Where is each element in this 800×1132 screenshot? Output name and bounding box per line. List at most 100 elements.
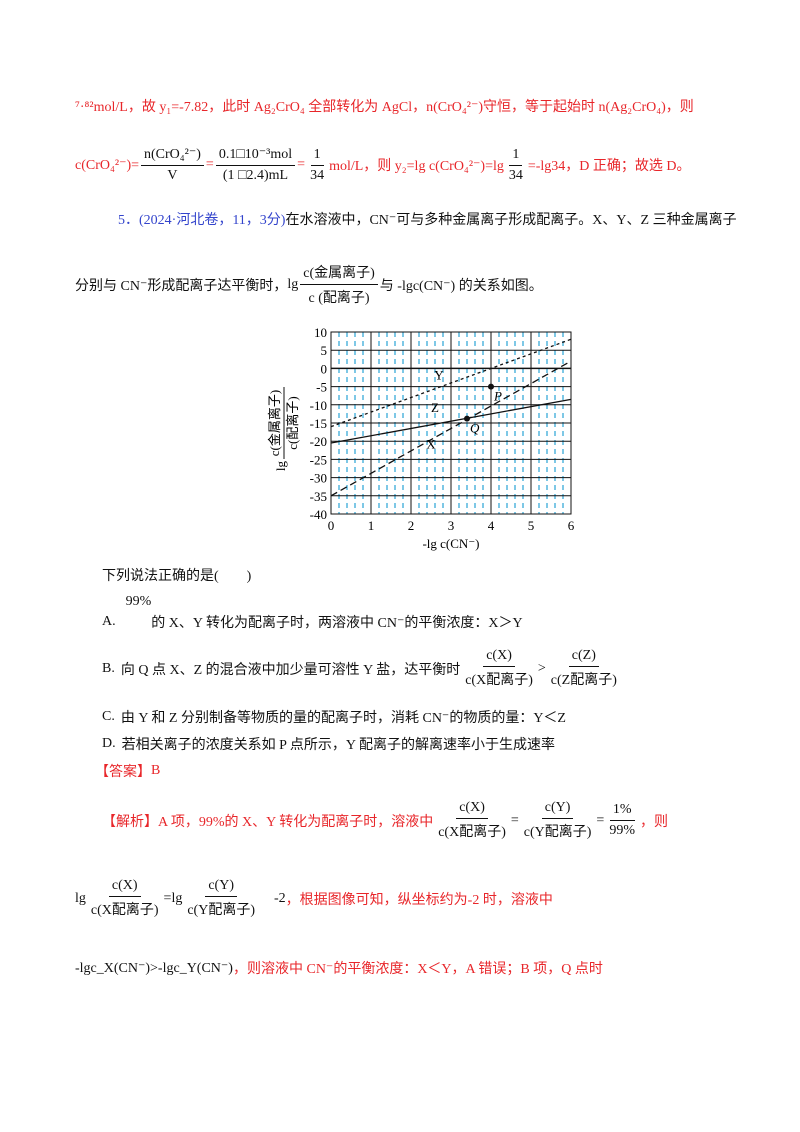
denominator: c (配离子) <box>308 291 370 306</box>
analysis-line-1: 【解析】 A 项，99%的 X、Y 转化为配离子时，溶液中 c(X) c(X配离子)… <box>102 800 668 841</box>
y-tick-label: -20 <box>310 434 327 449</box>
option-label: D. <box>102 736 116 751</box>
denominator: c(X配离子) <box>90 903 159 918</box>
text: =-lg34，D 正确；故选 D。 <box>527 159 691 174</box>
y-tick-label: 0 <box>321 361 328 376</box>
question-stem-2: 分别与 CN⁻形成配离子达平衡时， lg c(金属离子) c (配离子) 与 -l… <box>75 262 543 307</box>
text: -2 <box>274 890 286 906</box>
text: 的 X、Y 转化为配离子时，两溶液中 CN⁻的平衡浓度：X＞Y <box>151 616 523 631</box>
solution-line-2: c(CrO₄²⁻)= n(CrO₄²⁻) V = 0.1□10⁻³mol (1 □2.… <box>75 146 691 184</box>
answer-label: 【答案】 <box>95 765 151 780</box>
option-c: C. 由 Y 和 Z 分别制备等物质的量的配离子时，消耗 CN⁻的物质的量：Y＜Z <box>102 707 566 727</box>
text: A 项，99%的 X、Y 转化为配离子时，溶液中 <box>158 814 434 830</box>
denominator: c(X配离子) <box>465 673 533 688</box>
text: 若相关离子的浓度关系如 P 点所示，Y 配离子的解离速率小于生成速率 <box>121 738 555 753</box>
y-axis-label: lg c(金属离子) c(配离子) <box>267 387 300 471</box>
numerator: c(Y) <box>205 878 237 897</box>
numerator: c(X) <box>483 648 515 667</box>
point-label-q: Q <box>470 421 480 436</box>
option-label: B. <box>102 660 115 676</box>
fraction: c(Y) c(Y配离子) <box>521 800 595 841</box>
y-axis-label-denominator: c(配离子) <box>285 396 300 449</box>
numerator: c(X) <box>108 878 141 897</box>
fraction: 1% 99% <box>606 802 638 839</box>
analysis-line-2: lg c(X) c(X配离子) =lg c(Y) c(Y配离子) -2 ，根据图像可… <box>75 878 553 919</box>
fraction: 1 34 <box>506 147 526 184</box>
series-line-x <box>330 360 572 497</box>
fraction: c(金属离子) c (配离子) <box>300 262 378 307</box>
fraction: 1 34 <box>307 147 327 184</box>
analysis-line-3: -lgc_X(CN⁻)>-lgc_Y(CN⁻) ，则溶液中 CN⁻的平衡浓度：X… <box>75 958 603 978</box>
x-tick-label: 2 <box>408 518 415 533</box>
point-q <box>464 415 470 422</box>
text: 在水溶液中，CN⁻可与多种金属离子形成配离子。X、Y、Z 三种金属离子 <box>285 213 737 228</box>
numerator: 1 <box>310 147 324 166</box>
numerator: 1 <box>509 147 523 166</box>
fraction: c(X) c(X配离子) <box>435 800 509 841</box>
option-a: A. 99% 的 X、Y 转化为配离子时，两溶液中 CN⁻的平衡浓度：X＞Y <box>102 594 523 632</box>
x-tick-label: 3 <box>448 518 455 533</box>
series-line-z <box>330 398 572 444</box>
question-stem-1: 5．(2024·河北卷，11，3分) 在水溶液中，CN⁻可与多种金属离子形成配离子… <box>118 209 737 229</box>
denominator: c(Z配离子) <box>550 673 617 688</box>
plot-frame <box>330 331 572 515</box>
text: 由 Y 和 Z 分别制备等物质的量的配离子时，消耗 CN⁻的物质的量：Y＜Z <box>120 711 566 726</box>
denominator: c(Y配离子) <box>187 903 255 918</box>
text: > <box>537 660 546 676</box>
text: ⁷·⁸²mol/L，故 y₁=-7.82，此时 Ag₂CrO₄ 全部转化为 Ag… <box>75 100 694 115</box>
numerator: c(Y) <box>541 800 574 819</box>
fraction: c(X) c(X配离子) <box>88 878 162 919</box>
answer: 【答案】 B <box>95 761 160 781</box>
numerator: c(X) <box>456 800 488 819</box>
fraction: c(X) c(X配离子) <box>462 648 536 689</box>
denominator: 34 <box>310 167 325 183</box>
text: 分别与 CN⁻形成配离子达平衡时， <box>75 278 288 294</box>
series-label-x: X <box>426 436 436 451</box>
denominator: c(X配离子) <box>438 825 506 840</box>
text: 向 Q 点 X、Z 的混合液中加少量可溶性 Y 盐，达平衡时 <box>120 662 461 678</box>
option-b: B. 向 Q 点 X、Z 的混合液中加少量可溶性 Y 盐，达平衡时 c(X) c(… <box>102 648 622 689</box>
numerator: 1% <box>609 802 635 821</box>
text: ，则溶液中 CN⁻的平衡浓度：X＜Y，A 错误；B 项，Q 点时 <box>232 962 603 977</box>
fraction: c(Z) c(Z配离子) <box>548 648 620 689</box>
math-expression: -lgc_X(CN⁻)>-lgc_Y(CN⁻) <box>75 960 233 976</box>
text: 99% <box>125 594 152 609</box>
y-tick-label: -30 <box>310 471 327 486</box>
fraction: n(CrO₄²⁻) V <box>141 146 204 184</box>
y-tick-label: -25 <box>310 452 327 467</box>
text: c(CrO₄²⁻)= <box>75 157 140 173</box>
series-line-y <box>330 338 572 428</box>
denominator: 34 <box>508 167 523 183</box>
text: 下列说法正确的是( ) <box>102 569 252 584</box>
answer-value: B <box>151 763 161 778</box>
y-axis-label-prefix: lg <box>273 461 288 472</box>
text: lg <box>287 276 299 292</box>
series-label-y: Y <box>434 367 444 382</box>
x-tick-label: 4 <box>488 518 495 533</box>
x-tick-label: 0 <box>328 518 335 533</box>
text: =lg <box>163 890 183 906</box>
question-prompt: 下列说法正确的是( ) <box>102 565 251 585</box>
denominator: V <box>167 168 178 183</box>
y-axis-label-numerator: c(金属离子) <box>267 390 282 456</box>
numerator: 0.1□10⁻³mol <box>215 146 296 166</box>
text: ，根据图像可知，纵坐标约为-2 时，溶液中 <box>285 892 553 908</box>
y-tick-label: -5 <box>316 380 327 395</box>
solution-line-1: ⁷·⁸²mol/L，故 y₁=-7.82，此时 Ag₂CrO₄ 全部转化为 Ag… <box>75 96 694 116</box>
x-tick-label: 5 <box>528 518 535 533</box>
x-tick-label: 1 <box>368 518 375 533</box>
y-tick-label: -10 <box>310 398 327 413</box>
numerator: c(金属离子) <box>300 262 378 285</box>
y-tick-label: 5 <box>321 343 328 358</box>
y-tick-label: 10 <box>314 325 327 340</box>
y-tick-label: -40 <box>310 507 327 522</box>
y-tick-label: -35 <box>310 489 327 504</box>
denominator: (1 □2.4)mL <box>222 168 289 183</box>
numerator: n(CrO₄²⁻) <box>141 146 204 166</box>
fraction: c(Y) c(Y配离子) <box>184 878 258 919</box>
text: lg <box>75 890 86 906</box>
numerator: c(Z) <box>568 648 599 667</box>
denominator: c(Y配离子) <box>523 825 592 840</box>
